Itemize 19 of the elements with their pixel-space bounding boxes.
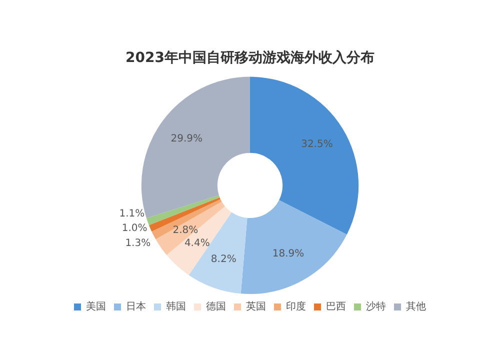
legend-label: 韩国 xyxy=(166,300,186,313)
legend-label: 英国 xyxy=(246,300,266,313)
legend-label: 其他 xyxy=(406,300,426,313)
data-label: 18.9% xyxy=(272,248,304,260)
legend-label: 日本 xyxy=(126,300,146,313)
legend-label: 德国 xyxy=(206,302,226,313)
data-label: 32.5% xyxy=(301,138,333,150)
data-label: 29.9% xyxy=(170,134,202,145)
data-label: 1.0% xyxy=(122,222,148,234)
data-label: 4.4% xyxy=(184,238,210,250)
chart-title: 2023年中国自研移动游戏海外收入分布 xyxy=(126,50,374,66)
data-label: 1.1% xyxy=(119,208,145,220)
legend-label: 沙特 xyxy=(366,300,386,313)
data-label: 8.2% xyxy=(210,254,236,266)
legend-label: 巴西 xyxy=(326,302,346,313)
data-label: 1.3% xyxy=(125,238,151,250)
legend-label: 印度 xyxy=(286,300,306,313)
data-label: 2.8% xyxy=(172,224,198,236)
legend-label: 美国 xyxy=(86,300,106,313)
